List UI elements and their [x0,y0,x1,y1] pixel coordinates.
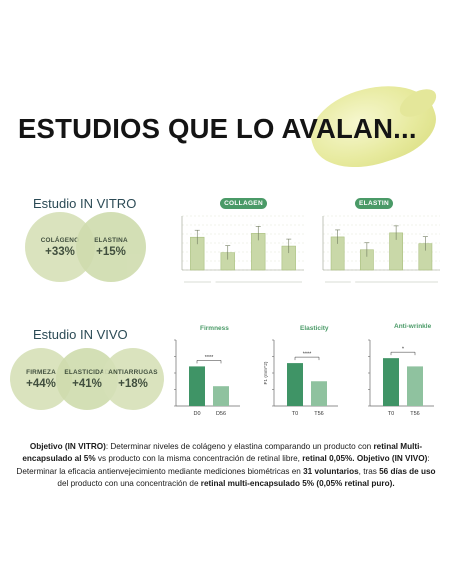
x-tick-label: T56 [314,411,323,417]
significance-label: * [402,347,405,353]
desc-part: : Determinar niveles de colágeno y elast… [105,442,374,451]
elasticity-chart: T0 T56 **** F1 (mm^2) [264,339,338,417]
in-vitro-title: Estudio IN VITRO [33,196,137,211]
desc-part: 31 voluntarios [303,466,359,476]
venn-value-elasticity: +41% [72,377,102,390]
firmness-chart-title: Firmness [200,325,229,332]
significance-bracket [390,351,416,356]
in-vivo-title: Estudio IN VIVO [33,327,128,342]
desc-part: retinal Multi-encapsulado al 5% [22,442,423,464]
desc-part: retinal multi-encapsulado 5% (0,05% reti… [200,478,395,488]
desc-part: vs producto con la misma concentración d… [95,454,303,464]
antiwrinkle-chart-title: Anti-wrinkle [394,323,432,330]
desc-part: del producto con una concentración de [57,478,201,488]
venn-value-elastin: +15% [96,245,126,258]
significance-bracket [196,360,222,364]
venn-label-antiwrinkle: ANTIARRUGAS [108,368,158,376]
bar [213,386,229,406]
desc-part: 56 días de uso [379,466,436,476]
significance-label: **** [205,355,214,361]
y-axis-label: F1 (mm^2) [264,361,269,384]
antiwrinkle-chart: T0 T56 * [368,339,434,417]
desc-part: retinal 0,05%. Objetivo (IN VIVO) [302,454,428,464]
page-title: ESTUDIOS QUE LO AVALAN... [18,113,417,144]
x-tick-label: D56 [216,411,226,417]
venn-label-elastin: ELASTINA [94,236,128,244]
elasticity-chart-title: Elasticity [300,325,329,332]
venn-value-antiwrinkle: +18% [118,377,148,390]
significance-label: **** [303,352,312,358]
bar [189,366,205,406]
collagen-chart-title: COLLAGEN [220,198,267,209]
bar [287,363,303,406]
venn-value-collagen: +33% [45,245,75,258]
bar [407,366,423,406]
firmness-chart: D0 D56 **** [174,339,240,417]
x-tick-label: T0 [388,411,394,417]
bar [383,358,399,406]
venn-value-firmness: +44% [26,377,56,390]
x-tick-label: D0 [193,411,200,417]
collagen-chart [181,215,304,283]
x-tick-label: T0 [292,411,298,417]
desc-part: : Determinar la eficacia antienvejecimie… [16,454,430,476]
bar [311,381,327,406]
venn-label-collagen: COLÁGENO [40,236,80,244]
venn-label-firmness: FIRMEZA [26,368,56,376]
venn-circle-antiwrinkle: ANTIARRUGAS +18% [102,348,164,410]
x-tick-label: T56 [410,411,419,417]
desc-part: Objetivo (IN VITRO) [29,442,106,451]
venn-circle-elastin: ELASTINA +15% [76,212,146,282]
elastin-chart-title: ELASTIN [355,198,393,209]
significance-bracket [294,356,320,361]
study-description: Objetivo (IN VITRO): Determinar niveles … [10,441,442,490]
venn-label-elasticity: ELASTICIDAD [64,368,110,376]
desc-part: , tras [358,466,380,476]
elastin-chart [322,215,440,283]
